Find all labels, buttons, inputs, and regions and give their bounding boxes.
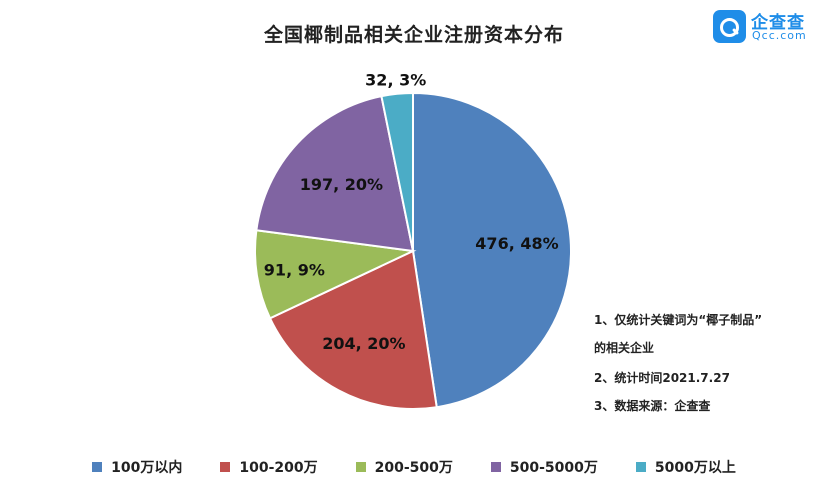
note-line-3: 2、统计时间2021.7.27	[594, 371, 730, 385]
qcc-logo-icon	[713, 10, 746, 43]
pie-slice	[255, 95, 415, 253]
legend-label: 5000万以上	[654, 460, 736, 476]
chart-title: 全国椰制品相关企业注册资本分布	[263, 24, 564, 46]
note-line-1: 1、仅统计关键词为“椰子制品”	[594, 313, 763, 327]
logo-brand-domain: Qcc.com	[752, 29, 807, 42]
pie-data-label: 91, 9%	[264, 260, 325, 279]
pie-data-label: 197, 20%	[300, 175, 383, 194]
legend-label: 200-500万	[374, 460, 453, 476]
chart-legend: 100万以内 100-200万 200-500万 500-5000万 5000万以上	[0, 457, 828, 477]
pie-data-label: 204, 20%	[322, 334, 405, 353]
pie-slice	[254, 229, 417, 320]
legend-swatch	[635, 462, 646, 472]
qcc-logo: 企查查 Qcc.com	[713, 8, 821, 46]
pie-data-label: 476, 48%	[475, 234, 558, 253]
legend-swatch	[220, 462, 231, 472]
note-line-4: 3、数据来源：企查查	[594, 399, 711, 413]
legend-item: 100万以内	[92, 457, 182, 477]
pie-data-label: 32, 3%	[365, 71, 426, 90]
legend-label: 100-200万	[239, 460, 318, 476]
legend-label: 100万以内	[111, 460, 183, 476]
pie-slice	[412, 91, 572, 409]
legend-swatch	[490, 462, 501, 472]
note-line-2: 的相关企业	[594, 341, 655, 355]
pie-slice	[268, 249, 438, 410]
legend-swatch	[92, 462, 103, 472]
logo-brand-name: 企查查	[751, 13, 805, 33]
pie-slice	[380, 91, 414, 252]
legend-item: 5000万以上	[635, 457, 736, 477]
legend-item: 500-5000万	[490, 457, 598, 477]
legend-item: 200-500万	[355, 457, 453, 477]
legend-label: 500-5000万	[509, 460, 598, 476]
legend-item: 100-200万	[220, 457, 318, 477]
legend-swatch	[355, 462, 366, 472]
